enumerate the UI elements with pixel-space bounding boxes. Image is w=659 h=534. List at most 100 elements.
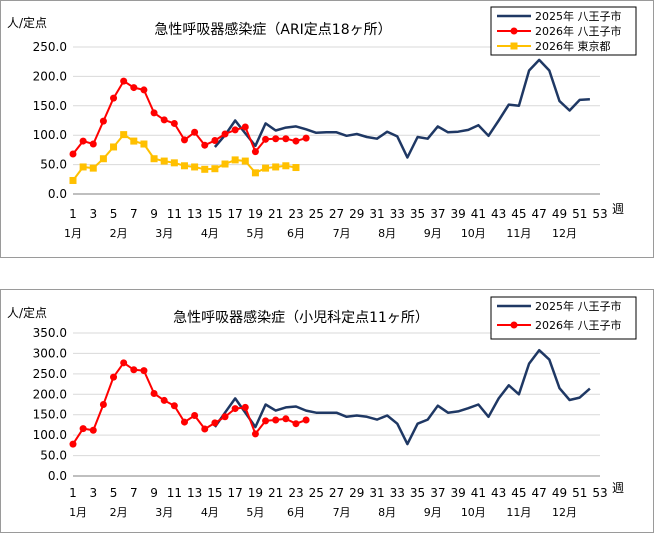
data-point	[191, 128, 199, 136]
legend-box	[490, 296, 637, 340]
chart-title: 急性呼吸器感染症（ARI定点18ヶ所）	[154, 21, 391, 38]
x-tick-label: 41	[471, 207, 486, 221]
data-point	[241, 157, 249, 165]
x-tick-label: 25	[309, 486, 324, 500]
data-point	[211, 136, 219, 144]
data-point	[110, 143, 118, 151]
data-point	[180, 418, 188, 426]
x-tick-label: 13	[187, 207, 202, 221]
month-label: 2月	[110, 227, 128, 240]
x-tick-label: 15	[207, 207, 222, 221]
data-point	[120, 359, 128, 367]
y-tick-label: 0.0	[48, 187, 67, 201]
data-point	[170, 119, 178, 127]
x-tick-label: 13	[187, 486, 202, 500]
data-point	[130, 137, 138, 145]
x-tick-label: 1	[69, 486, 77, 500]
data-point	[79, 425, 87, 433]
data-point	[69, 150, 77, 158]
x-tick-label: 7	[130, 207, 138, 221]
x-tick-label: 43	[491, 207, 506, 221]
data-point	[262, 164, 270, 172]
x-tick-label: 33	[390, 486, 405, 500]
x-tick-label: 11	[167, 486, 182, 500]
series-line-1	[72, 361, 307, 445]
legend-marker	[510, 27, 518, 35]
legend-label: 2026年 八王子市	[535, 24, 622, 38]
data-point	[302, 416, 310, 424]
x-tick-label: 9	[150, 486, 158, 500]
y-tick-label: 150.0	[33, 99, 67, 113]
y-tick-label: 150.0	[33, 408, 67, 422]
month-label: 6月	[287, 506, 305, 519]
data-point	[262, 135, 270, 143]
data-point	[241, 403, 249, 411]
data-point	[191, 412, 199, 420]
data-point	[99, 117, 107, 125]
legend-label: 2026年 東京都	[535, 39, 611, 53]
legend-label: 2026年 八王子市	[535, 318, 622, 332]
x-tick-label: 11	[167, 207, 182, 221]
x-tick-label: 51	[572, 207, 587, 221]
series-line-0	[213, 348, 591, 446]
data-point	[150, 389, 158, 397]
month-label: 2月	[110, 506, 128, 519]
x-tick-label: 49	[552, 486, 567, 500]
data-point	[221, 130, 229, 138]
data-point	[272, 163, 280, 171]
month-label: 5月	[246, 227, 264, 240]
data-point	[221, 413, 229, 421]
legend-label: 2025年 八王子市	[535, 299, 622, 313]
month-label: 1月	[64, 227, 82, 240]
x-tick-label: 1	[69, 207, 77, 221]
y-tick-label: 200.0	[33, 387, 67, 401]
x-tick-label: 31	[369, 486, 384, 500]
data-point	[140, 86, 148, 94]
data-point	[130, 84, 138, 92]
month-label: 5月	[246, 506, 264, 519]
x-tick-label: 9	[150, 207, 158, 221]
data-point	[262, 417, 270, 425]
data-point	[89, 426, 97, 434]
legend-label: 2025年 八王子市	[535, 9, 622, 23]
month-label: 9月	[424, 227, 442, 240]
x-tick-label: 43	[491, 486, 506, 500]
data-point	[292, 420, 300, 428]
data-point	[160, 116, 168, 124]
month-label: 7月	[333, 506, 351, 519]
x-tick-label: 39	[450, 207, 465, 221]
data-point	[150, 109, 158, 117]
month-label: 12月	[552, 227, 577, 240]
data-point	[89, 164, 97, 172]
x-tick-label: 47	[532, 207, 547, 221]
data-point	[69, 440, 77, 448]
data-point	[110, 373, 118, 381]
y-tick-label: 250.0	[33, 367, 67, 381]
data-point	[180, 136, 188, 144]
data-point	[221, 160, 229, 168]
x-tick-label: 45	[511, 207, 526, 221]
data-point	[292, 137, 300, 145]
data-point	[302, 134, 310, 142]
x-tick-label: 51	[572, 486, 587, 500]
x-tick-label: 39	[450, 486, 465, 500]
data-point	[79, 137, 87, 145]
data-point	[180, 162, 188, 170]
x-tick-label: 37	[430, 207, 445, 221]
x-tick-label: 15	[207, 486, 222, 500]
x-tick-label: 25	[309, 207, 324, 221]
y-axis-label: 人/定点	[7, 305, 47, 320]
data-point	[251, 430, 259, 438]
data-point	[211, 419, 219, 427]
x-tick-label: 33	[390, 207, 405, 221]
x-tick-label: 21	[268, 207, 283, 221]
data-point	[272, 416, 280, 424]
y-tick-label: 100.0	[33, 128, 67, 142]
data-point	[69, 176, 77, 184]
data-point	[282, 135, 290, 143]
legend-marker	[510, 42, 518, 50]
chart-title: 急性呼吸器感染症（小児科定点11ヶ所）	[173, 309, 429, 326]
data-point	[211, 165, 219, 173]
